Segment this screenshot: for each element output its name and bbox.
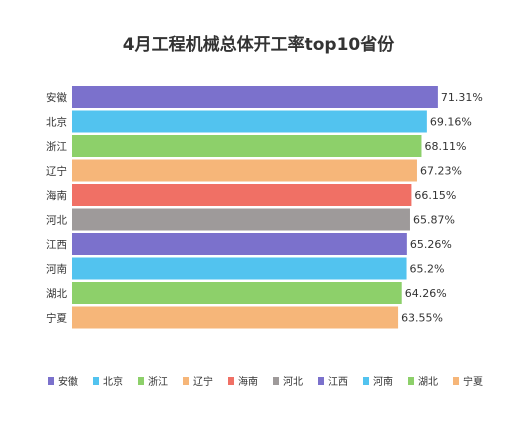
bar-4: [72, 184, 412, 206]
bars-group: 安徽 71.31% 北京 69.16% 浙江 68.11% 辽宁 67.23% 海南 66.15%…: [46, 86, 483, 329]
legend-label-1: 北京: [103, 375, 123, 388]
bar-9: [72, 306, 399, 329]
category-label-9: 宁夏: [46, 312, 67, 325]
category-label-1: 北京: [46, 116, 67, 129]
category-label-7: 河南: [46, 263, 67, 276]
category-label-4: 海南: [46, 189, 67, 202]
legend-swatch-8: [408, 377, 414, 385]
category-label-2: 浙江: [46, 141, 67, 153]
value-label-6: 65.26%: [410, 238, 452, 251]
legend-swatch-2: [138, 377, 144, 385]
value-label-1: 69.16%: [430, 116, 472, 129]
legend-swatch-0: [48, 377, 54, 385]
legend-label-5: 河北: [283, 376, 303, 388]
legend-label-7: 河南: [373, 375, 393, 388]
legend-label-8: 湖北: [418, 376, 438, 388]
value-label-7: 65.2%: [410, 263, 445, 276]
legend-label-9: 宁夏: [463, 375, 483, 388]
category-label-5: 河北: [46, 215, 67, 227]
legend-label-2: 浙江: [148, 376, 168, 388]
value-label-0: 71.31%: [441, 91, 483, 104]
bar-2: [72, 135, 422, 157]
legend-label-6: 江西: [328, 376, 348, 388]
legend-swatch-7: [363, 377, 369, 385]
category-label-8: 湖北: [46, 288, 67, 300]
legend-swatch-5: [273, 377, 279, 385]
chart-title: 4月工程机械总体开工率top10省份: [122, 35, 395, 55]
legend-label-4: 海南: [238, 375, 258, 388]
bar-6: [72, 233, 407, 255]
legend-swatch-3: [183, 377, 189, 385]
bar-8: [72, 282, 402, 304]
category-label-3: 辽宁: [46, 165, 67, 178]
legend-swatch-1: [93, 377, 99, 385]
bar-1: [72, 110, 427, 133]
legend-label-3: 辽宁: [193, 375, 213, 388]
category-label-6: 江西: [46, 239, 67, 251]
value-label-4: 66.15%: [414, 189, 456, 202]
bar-3: [72, 159, 417, 182]
bar-7: [72, 257, 407, 280]
legend-swatch-6: [318, 377, 324, 385]
value-label-3: 67.23%: [420, 165, 462, 178]
value-label-5: 65.87%: [413, 214, 455, 227]
legend-swatch-9: [453, 377, 459, 385]
legend-label-0: 安徽: [58, 375, 78, 388]
bar-0: [72, 86, 438, 108]
value-label-2: 68.11%: [424, 140, 466, 153]
legend: 安徽 北京 浙江 辽宁 海南 河北 江西 河南 湖北 宁夏: [48, 375, 483, 388]
bar-5: [72, 208, 410, 231]
value-label-8: 64.26%: [405, 287, 447, 300]
value-label-9: 63.55%: [401, 312, 443, 325]
legend-swatch-4: [228, 377, 234, 385]
category-label-0: 安徽: [46, 91, 67, 104]
